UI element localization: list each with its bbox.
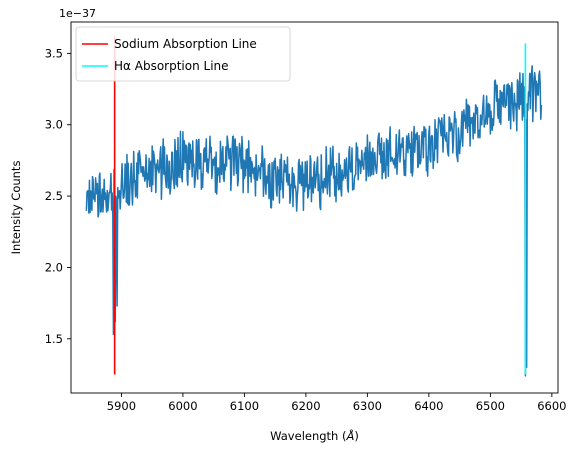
x-tick-label: 6400 — [414, 399, 443, 413]
y-tick-label: 1.5 — [45, 332, 63, 346]
plot-area — [70, 21, 559, 394]
y-tick-label: 3.0 — [45, 118, 63, 132]
x-tick-label: 6100 — [230, 399, 259, 413]
vertical-lines-layer — [113, 36, 527, 375]
x-tick-label: 6300 — [353, 399, 382, 413]
x-tick-label: 5900 — [107, 399, 136, 413]
x-tick-label: 6000 — [168, 399, 197, 413]
legend-box — [75, 26, 291, 82]
spectrum-line — [85, 65, 543, 377]
x-tick-label: 6600 — [537, 399, 566, 413]
x-tick-label: 6500 — [476, 399, 505, 413]
y-tick-label: 3.5 — [45, 46, 63, 60]
y-offset-label: 1e−37 — [59, 7, 96, 20]
series-layer — [85, 65, 543, 377]
legend-label-halpha: Hα Absorption Line — [114, 59, 229, 73]
y-tick-label: 2.5 — [45, 189, 63, 203]
legend: Sodium Absorption Line Hα Absorption Lin… — [75, 26, 291, 82]
legend-label-sodium: Sodium Absorption Line — [114, 37, 257, 51]
y-axis-label: Intensity Counts — [9, 161, 23, 255]
y-tick-label: 2.0 — [45, 260, 63, 274]
y-axis-ticks: 1.5 2.0 2.5 3.0 3.5 — [45, 46, 71, 346]
x-axis-ticks: 5900 6000 6100 6200 6300 6400 6500 6600 — [107, 393, 566, 413]
axes-frame — [70, 21, 559, 394]
x-axis-label: Wavelength (Å) — [270, 428, 359, 443]
x-tick-label: 6200 — [291, 399, 320, 413]
